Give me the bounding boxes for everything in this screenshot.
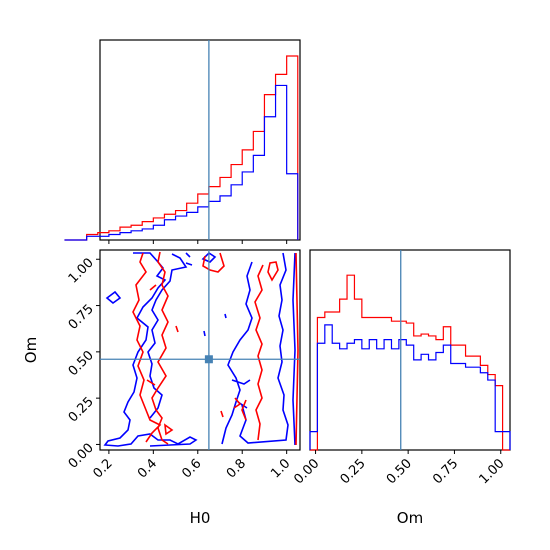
red-contour-top [202, 252, 225, 273]
h0-histogram-panel [64, 39, 301, 241]
h0-om-contour-panel [99, 249, 301, 451]
om-y-tick-label: 0.25 [66, 394, 97, 425]
om-histogram-blue [309, 324, 511, 450]
x-axis-label-h0: H0 [190, 509, 211, 527]
h0-tick-label: 0.2 [90, 456, 115, 481]
h0-tick-label: 0.6 [179, 456, 204, 481]
h0-histogram-series [64, 55, 299, 241]
om-y-tick-label: 1.00 [66, 255, 97, 286]
h0-tick-label: 1.0 [268, 456, 293, 481]
y-axis-label-om: Om [22, 337, 40, 363]
om-x-tick-label: 0.75 [430, 456, 461, 487]
om-x-tick-label: 0.25 [338, 456, 369, 487]
om-x-tick-label: 1.00 [476, 456, 507, 487]
blue-contour-right [221, 252, 289, 445]
h0-tick-label: 0.4 [135, 456, 160, 481]
om-y-tick-label: 0.75 [66, 302, 97, 333]
blue-contour-mid [185, 251, 227, 337]
om-histogram-red [310, 274, 510, 451]
contour-series [103, 251, 299, 447]
h0-histogram-frame [99, 39, 301, 241]
om-y-tick-label: 0.00 [66, 441, 97, 472]
om-x-tick-label: 0.00 [291, 456, 322, 487]
red-contour-left [132, 251, 179, 445]
red-contour-right [220, 252, 299, 446]
truth-point [204, 355, 213, 364]
h0-tick-label: 0.8 [224, 456, 249, 481]
x-axis-label-om: Om [397, 509, 423, 527]
truth-lines [100, 40, 402, 450]
om-x-tick-label: 0.50 [384, 456, 415, 487]
h0-histogram-blue [64, 84, 299, 241]
blue-contour-left [103, 252, 198, 447]
om-y-tick-label: 0.50 [66, 348, 97, 379]
blue-contour-edge [292, 252, 296, 446]
om-histogram-panel [309, 249, 511, 451]
om-histogram-frame [309, 249, 511, 451]
contour-frame [99, 249, 301, 451]
om-histogram-series [309, 274, 511, 451]
